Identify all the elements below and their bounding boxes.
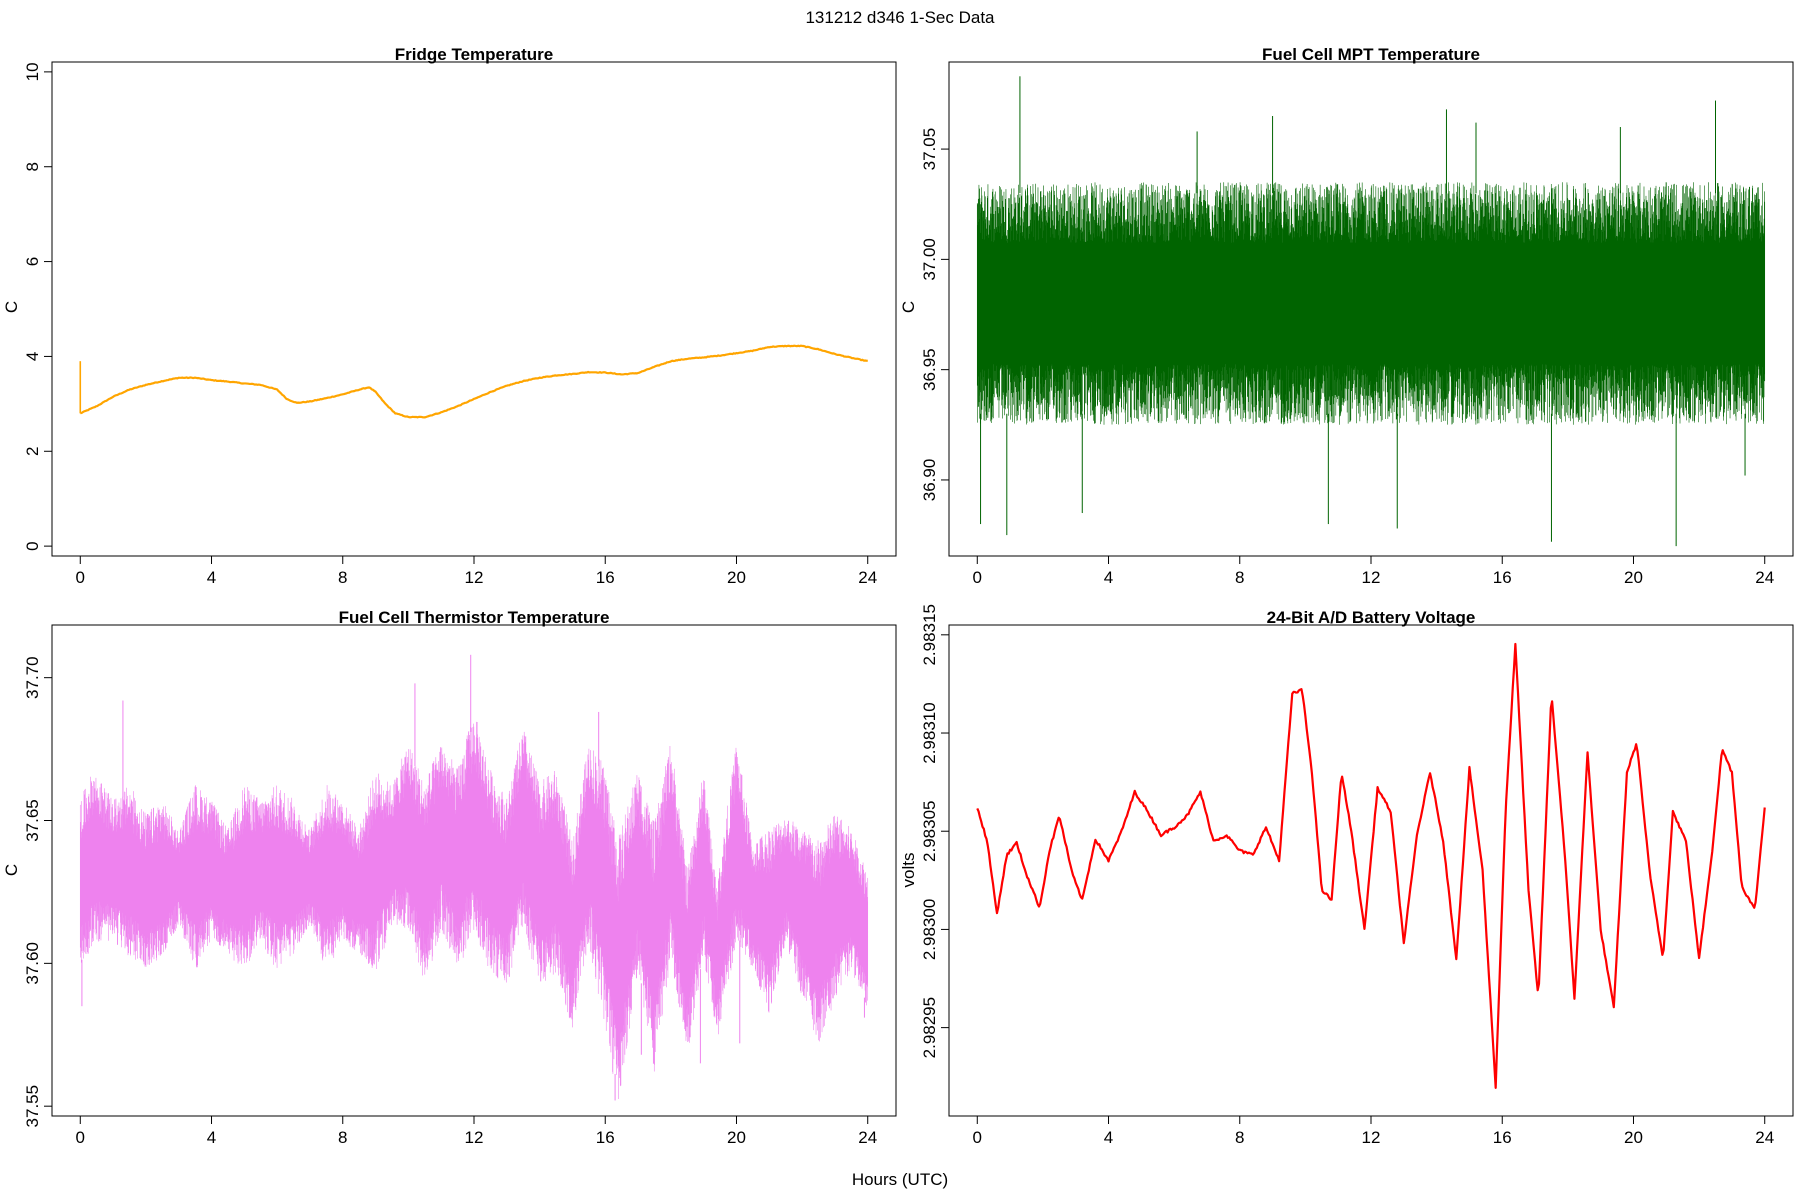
battery-voltage-panel: 24-Bit A/D Battery Voltage volts 0 4 8 12 16… (899, 604, 1794, 1147)
y-axis-label: volts (899, 853, 918, 888)
x-tick-label: 16 (596, 1128, 615, 1147)
y-tick-label: 37.00 (920, 238, 939, 281)
y-tick-label: 8 (23, 162, 42, 171)
x-tick-label: 12 (1362, 1128, 1381, 1147)
x-tick-label: 20 (727, 568, 746, 587)
y-axis: 0 2 4 6 8 10 (23, 62, 53, 551)
y-tick-label: 2.98305 (920, 800, 939, 861)
fuel-cell-mpt-temperature-panel: Fuel Cell MPT Temperature C 0 4 8 12 16 20 24 3… (899, 45, 1794, 587)
series-line (976, 642, 1766, 1089)
x-tick-label: 16 (596, 568, 615, 587)
y-tick-label: 10 (23, 62, 42, 81)
x-tick-label: 12 (465, 568, 484, 587)
y-tick-label: 0 (23, 541, 42, 550)
fuel-cell-thermistor-temperature-panel: Fuel Cell Thermistor Temperature C 0 4 8 12… (2, 608, 897, 1147)
x-tick-label: 8 (338, 1128, 347, 1147)
plot-area (79, 654, 869, 1101)
y-axis-label: C (899, 301, 918, 313)
y-tick-label: 37.05 (920, 128, 939, 171)
x-axis: 0 4 8 12 16 20 24 (76, 1115, 877, 1147)
y-axis: 37.55 37.60 37.65 37.70 (23, 656, 53, 1128)
x-tick-label: 4 (207, 1128, 216, 1147)
y-axis: 2.98295 2.98300 2.98305 2.98310 2.98315 (920, 604, 950, 1058)
series-noise-band (976, 182, 1766, 425)
panel-title: Fuel Cell Thermistor Temperature (339, 608, 610, 627)
x-tick-label: 20 (1624, 1128, 1643, 1147)
y-tick-label: 2.98295 (920, 997, 939, 1058)
y-tick-label: 2.98300 (920, 899, 939, 960)
x-tick-label: 24 (1755, 1128, 1774, 1147)
x-tick-label: 4 (1104, 1128, 1113, 1147)
x-tick-label: 12 (465, 1128, 484, 1147)
series-line (80, 344, 868, 419)
y-tick-label: 37.60 (23, 942, 42, 985)
y-tick-label: 6 (23, 257, 42, 266)
x-tick-label: 24 (858, 568, 877, 587)
y-tick-label: 37.65 (23, 799, 42, 842)
figure-title: 131212 d346 1-Sec Data (805, 8, 995, 27)
x-axis: 0 4 8 12 16 20 24 (973, 555, 1774, 587)
x-axis: 0 4 8 12 16 20 24 (973, 1115, 1774, 1147)
x-tick-label: 4 (1104, 568, 1113, 587)
x-tick-label: 0 (76, 1128, 85, 1147)
x-tick-label: 8 (1235, 568, 1244, 587)
y-tick-label: 2 (23, 447, 42, 456)
x-tick-label: 20 (1624, 568, 1643, 587)
x-tick-label: 8 (338, 568, 347, 587)
x-axis: 0 4 8 12 16 20 24 (76, 555, 877, 587)
y-tick-label: 37.55 (23, 1085, 42, 1128)
y-tick-label: 2.98315 (920, 604, 939, 665)
y-tick-label: 36.95 (920, 348, 939, 391)
x-tick-label: 0 (76, 568, 85, 587)
x-tick-label: 12 (1362, 568, 1381, 587)
y-tick-label: 4 (23, 352, 42, 361)
panel-title: Fuel Cell MPT Temperature (1262, 45, 1480, 64)
panel-title: Fridge Temperature (395, 45, 553, 64)
series-noise-band (79, 721, 869, 1100)
shared-x-axis-label: Hours (UTC) (852, 1170, 948, 1189)
x-tick-label: 16 (1493, 1128, 1512, 1147)
y-tick-label: 36.90 (920, 459, 939, 502)
x-tick-label: 24 (1755, 568, 1774, 587)
y-tick-label: 2.98310 (920, 702, 939, 763)
x-tick-label: 8 (1235, 1128, 1244, 1147)
x-tick-label: 16 (1493, 568, 1512, 587)
y-axis: 36.90 36.95 37.00 37.05 (920, 128, 950, 502)
panel-title: 24-Bit A/D Battery Voltage (1267, 608, 1476, 627)
y-tick-label: 37.70 (23, 656, 42, 699)
x-tick-label: 24 (858, 1128, 877, 1147)
x-tick-label: 20 (727, 1128, 746, 1147)
x-tick-label: 0 (973, 568, 982, 587)
plot-area (79, 344, 868, 419)
x-tick-label: 4 (207, 568, 216, 587)
plot-frame (948, 624, 1794, 1117)
x-tick-label: 0 (973, 1128, 982, 1147)
plot-area (976, 76, 1766, 547)
plot-frame (51, 61, 897, 557)
y-axis-label: C (2, 864, 21, 876)
plot-area (976, 642, 1766, 1089)
y-axis-label: C (2, 301, 21, 313)
